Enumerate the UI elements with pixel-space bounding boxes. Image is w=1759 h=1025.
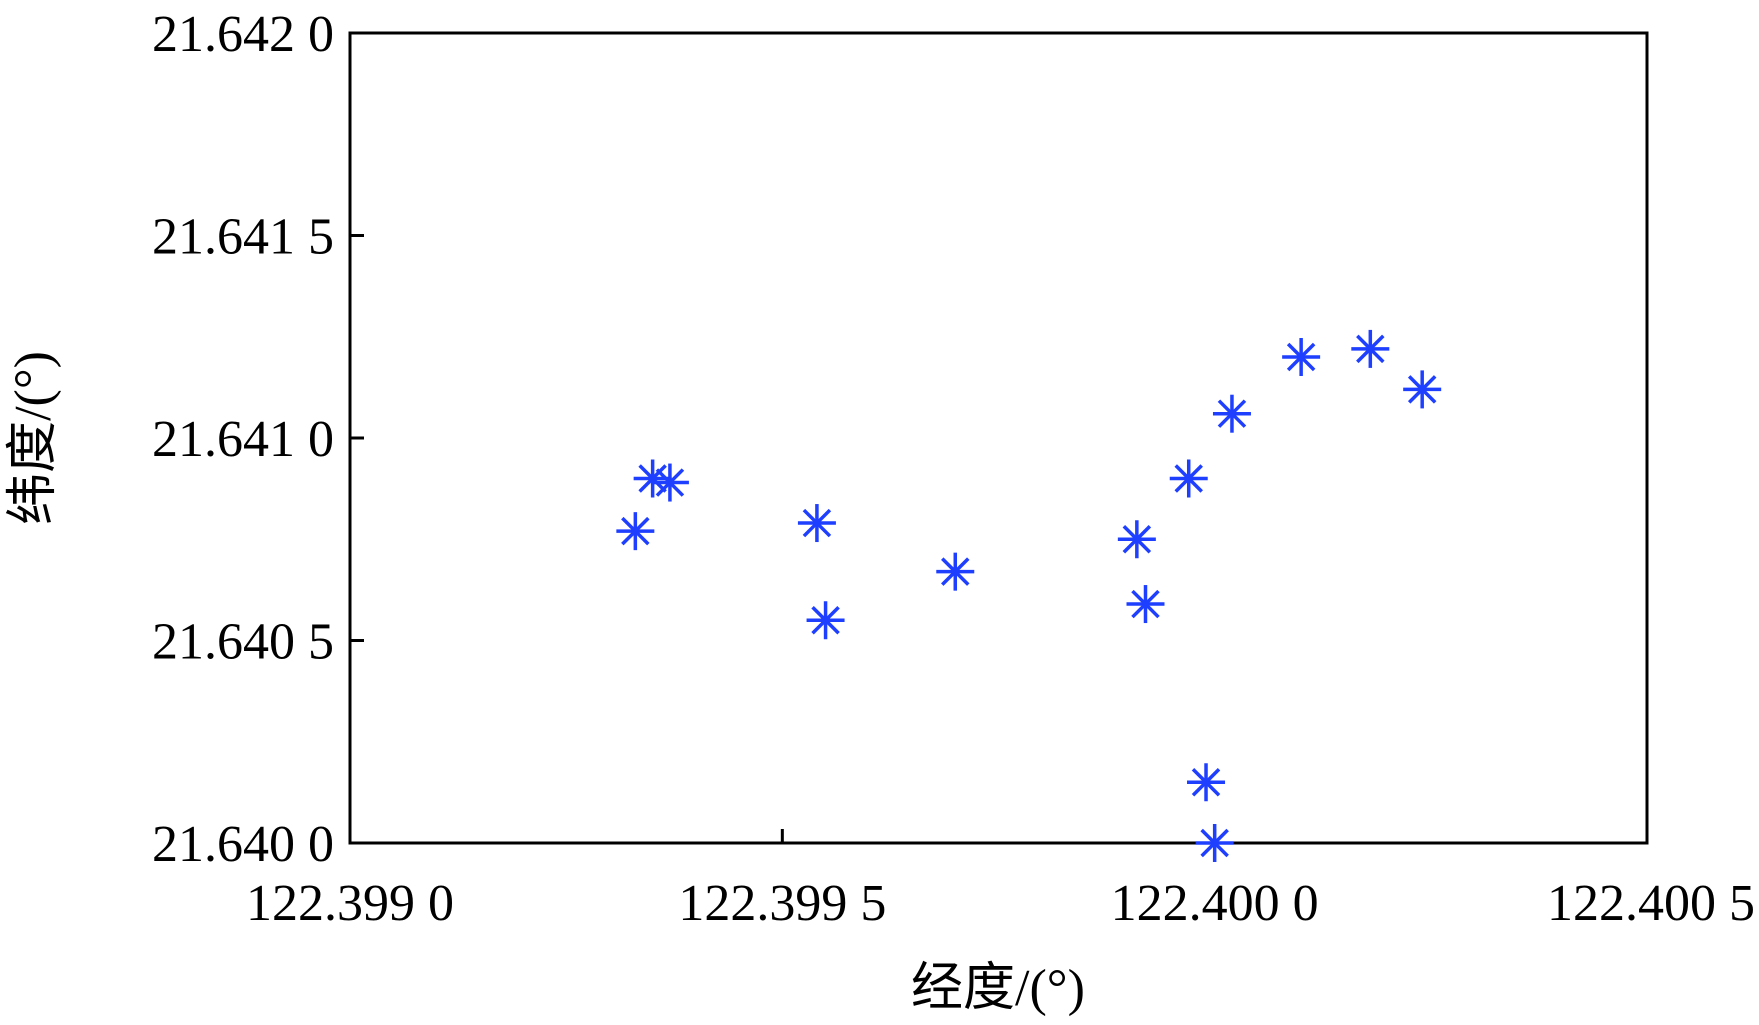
x-axis: 122.399 0 122.399 5 122.400 0 122.400 5 (246, 829, 1755, 932)
x-tick-label: 122.400 5 (1547, 875, 1755, 932)
y-axis: 21.640 0 21.640 5 21.641 0 21.641 5 21.642 0 (152, 6, 364, 873)
data-point-marker (797, 504, 836, 543)
y-tick-label: 21.642 0 (152, 6, 334, 63)
y-tick-label: 21.640 0 (152, 816, 334, 873)
y-axis-label: 纬度/(°) (5, 351, 62, 525)
x-tick-label: 122.400 0 (1111, 875, 1319, 932)
x-tick-label: 122.399 5 (678, 875, 886, 932)
data-point-marker (1117, 520, 1156, 559)
data-point-marker (633, 459, 672, 498)
y-tick-label: 21.640 5 (152, 614, 334, 671)
data-points (616, 329, 1442, 862)
y-tick-label: 21.641 5 (152, 209, 334, 266)
data-point-marker (936, 552, 975, 591)
x-axis-label: 经度/(°) (911, 960, 1085, 1017)
data-point-marker (650, 463, 689, 502)
data-point-marker (1403, 370, 1442, 409)
data-point-marker (1169, 459, 1208, 498)
data-point-marker (1126, 585, 1165, 624)
data-point-marker (616, 512, 655, 551)
x-tick-label: 122.399 0 (246, 875, 454, 932)
data-point-marker (1282, 338, 1321, 376)
y-tick-label: 21.641 0 (152, 411, 334, 468)
data-point-marker (1187, 763, 1226, 802)
data-point-marker (806, 601, 845, 640)
plot-frame (348, 31, 1649, 845)
data-point-marker (1195, 824, 1234, 862)
data-point-marker (1351, 329, 1390, 368)
data-point-marker (1212, 394, 1251, 433)
